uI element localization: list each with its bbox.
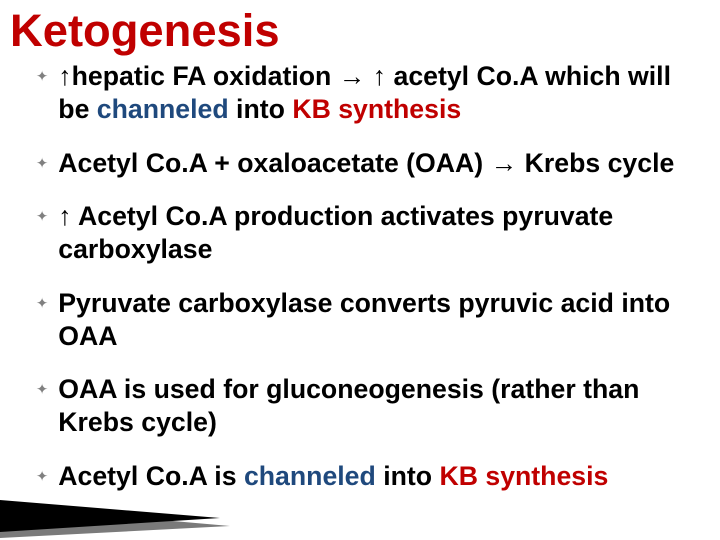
bullet-marker: ✦	[36, 468, 48, 485]
text-span: Acetyl Co.A is	[58, 461, 244, 491]
bullet-marker: ✦	[36, 208, 48, 225]
list-item: ✦ Acetyl Co.A + oxaloacetate (OAA) → Kreb…	[36, 147, 700, 180]
text-span: ↑ Acetyl Co.A production activates pyruv…	[58, 201, 613, 264]
text-span: KB synthesis	[439, 461, 608, 491]
bullet-marker: ✦	[36, 68, 48, 85]
bullet-text: Acetyl Co.A is channeled into KB synthes…	[58, 460, 700, 493]
slide-title: Ketogenesis	[0, 0, 720, 56]
text-span: KB synthesis	[292, 94, 461, 124]
corner-wedge-decoration	[0, 494, 230, 540]
text-span: into	[229, 94, 293, 124]
bullet-marker: ✦	[36, 381, 48, 398]
bullet-text: ↑ Acetyl Co.A production activates pyruv…	[58, 200, 700, 267]
list-item: ✦ OAA is used for gluconeogenesis (rather…	[36, 373, 700, 440]
bullet-text: OAA is used for gluconeogenesis (rather …	[58, 373, 700, 440]
bullet-text: Acetyl Co.A + oxaloacetate (OAA) → Krebs…	[58, 147, 700, 180]
list-item: ✦ ↑ Acetyl Co.A production activates pyru…	[36, 200, 700, 267]
text-span: Pyruvate carboxylase converts pyruvic ac…	[58, 288, 670, 351]
list-item: ✦ ↑hepatic FA oxidation → ↑ acetyl Co.A w…	[36, 60, 700, 127]
bullet-text: Pyruvate carboxylase converts pyruvic ac…	[58, 287, 700, 354]
list-item: ✦ Acetyl Co.A is channeled into KB synthe…	[36, 460, 700, 493]
text-span: channeled	[244, 461, 376, 491]
text-span: OAA is used for gluconeogenesis (rather …	[58, 374, 639, 437]
bullet-list: ✦ ↑hepatic FA oxidation → ↑ acetyl Co.A w…	[0, 56, 720, 493]
text-span: Acetyl Co.A + oxaloacetate (OAA) → Krebs…	[58, 148, 674, 178]
bullet-marker: ✦	[36, 295, 48, 312]
bullet-text: ↑hepatic FA oxidation → ↑ acetyl Co.A wh…	[58, 60, 700, 127]
bullet-marker: ✦	[36, 155, 48, 172]
text-span: channeled	[97, 94, 229, 124]
list-item: ✦ Pyruvate carboxylase converts pyruvic a…	[36, 287, 700, 354]
text-span: into	[376, 461, 440, 491]
